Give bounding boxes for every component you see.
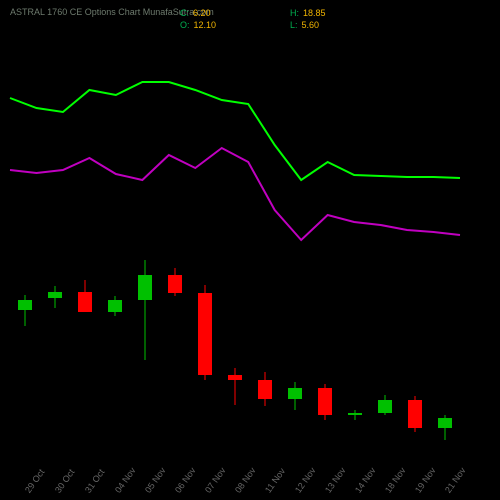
candle-body bbox=[138, 275, 152, 300]
chart-canvas bbox=[0, 0, 500, 500]
x-tick-label: 29 Oct bbox=[23, 467, 46, 494]
candle-body bbox=[348, 413, 362, 415]
x-tick-label: 30 Oct bbox=[53, 467, 76, 494]
indicator-line bbox=[10, 82, 460, 180]
candle-body bbox=[198, 293, 212, 375]
candle-body bbox=[318, 388, 332, 415]
candle-body bbox=[108, 300, 122, 312]
candle-body bbox=[168, 275, 182, 293]
candle-body bbox=[408, 400, 422, 428]
indicator-line bbox=[10, 148, 460, 240]
candle-body bbox=[18, 300, 32, 310]
candle-body bbox=[78, 292, 92, 312]
x-axis-labels: 29 Oct30 Oct31 Oct04 Nov05 Nov06 Nov07 N… bbox=[0, 471, 500, 495]
candle-body bbox=[288, 388, 302, 399]
candle-body bbox=[378, 400, 392, 413]
x-tick-label: 31 Oct bbox=[83, 467, 106, 494]
candle-body bbox=[228, 375, 242, 380]
candle-body bbox=[438, 418, 452, 428]
candle-body bbox=[48, 292, 62, 298]
candle-body bbox=[258, 380, 272, 399]
x-tick-label: 11 Nov bbox=[263, 466, 287, 495]
